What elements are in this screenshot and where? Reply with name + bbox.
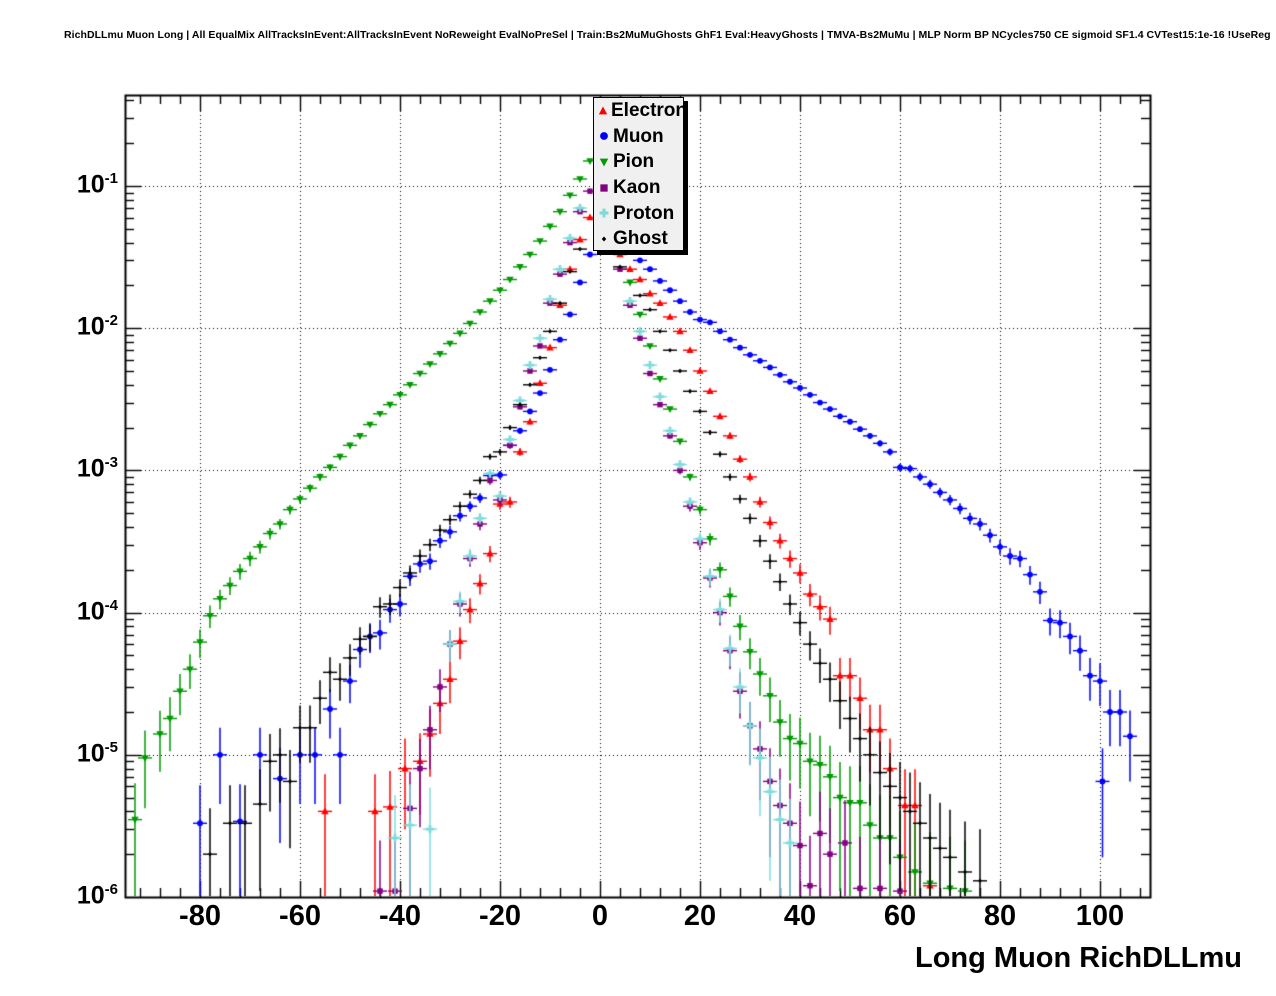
x-tick-label: 60 <box>883 900 917 932</box>
x-tick-label: 80 <box>983 900 1017 932</box>
cross-icon <box>596 206 612 220</box>
x-tick-label: 20 <box>683 900 717 932</box>
y-tick-label: 10-4 <box>76 596 118 625</box>
legend: Electron Muon Pion Kaon Proton Ghost <box>593 97 687 252</box>
legend-item-label: Ghost <box>613 228 668 250</box>
x-tick-label: -40 <box>379 900 421 932</box>
legend-item-label: Proton <box>613 202 675 224</box>
legend-item-electron: Electron <box>594 98 687 124</box>
legend-item-label: Muon <box>613 125 664 147</box>
x-tick-label: -80 <box>179 900 221 932</box>
legend-item-label: Pion <box>613 151 655 173</box>
diamond-icon <box>596 232 612 246</box>
y-tick-label: 10-5 <box>76 738 118 768</box>
x-tick-label: 0 <box>591 900 609 932</box>
x-axis-title: Long Muon RichDLLmu <box>915 942 1242 974</box>
legend-item-pion: Pion <box>594 149 683 175</box>
y-tick-label: 10-6 <box>76 881 118 910</box>
legend-item-label: Electron <box>611 100 688 122</box>
y-tick-label: 10-3 <box>76 454 118 483</box>
y-tick-label: 10-2 <box>76 312 118 341</box>
legend-item-label: Kaon <box>613 177 661 199</box>
x-tick-label: -20 <box>479 900 521 932</box>
triangle-up-icon <box>596 104 610 118</box>
y-tick-label: 10-1 <box>76 170 118 199</box>
legend-item-proton: Proton <box>594 200 683 226</box>
square-icon <box>596 181 612 195</box>
legend-item-muon: Muon <box>594 124 683 150</box>
x-tick-label: -60 <box>279 900 321 932</box>
triangle-down-icon <box>596 155 612 169</box>
legend-item-ghost: Ghost <box>594 226 683 252</box>
x-tick-label: 40 <box>783 900 817 932</box>
legend-item-kaon: Kaon <box>594 175 683 201</box>
circle-icon <box>596 129 612 143</box>
x-tick-label: 100 <box>1075 900 1125 932</box>
